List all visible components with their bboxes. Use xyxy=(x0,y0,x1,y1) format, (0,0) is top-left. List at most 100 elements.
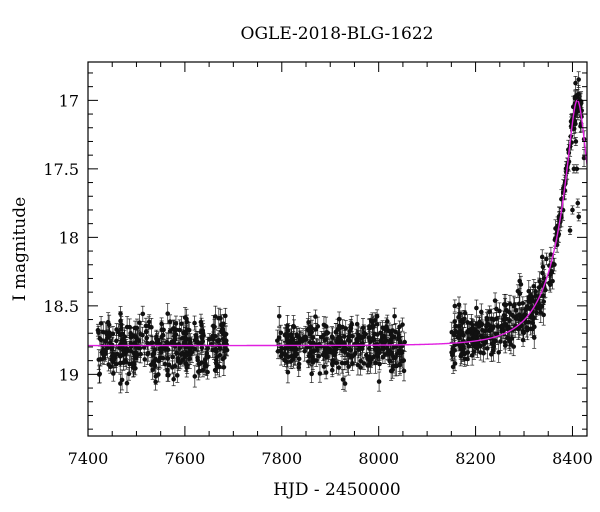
data-point xyxy=(396,335,402,340)
data-point xyxy=(171,325,177,331)
data-point xyxy=(528,293,533,298)
data-point xyxy=(282,350,287,356)
data-point xyxy=(285,369,291,375)
data-point xyxy=(213,314,218,319)
data-point xyxy=(222,348,227,353)
data-point xyxy=(160,355,166,361)
data-point xyxy=(118,326,124,332)
data-point xyxy=(199,345,205,351)
data-point xyxy=(538,310,544,315)
data-point xyxy=(177,327,182,333)
data-point xyxy=(372,317,378,323)
data-point xyxy=(97,371,103,377)
data-point xyxy=(173,332,179,337)
data-point xyxy=(105,319,111,325)
data-point xyxy=(462,310,468,316)
data-point xyxy=(533,289,538,294)
data-point xyxy=(487,309,492,315)
data-point xyxy=(518,317,523,322)
data-point xyxy=(166,362,172,368)
data-point xyxy=(455,334,461,340)
data-point xyxy=(397,362,403,368)
data-point xyxy=(177,346,182,351)
data-point xyxy=(501,322,507,328)
data-point xyxy=(576,214,582,220)
data-point xyxy=(350,333,355,339)
data-point xyxy=(150,351,156,357)
data-point xyxy=(334,340,340,345)
data-point xyxy=(127,361,132,367)
data-point xyxy=(137,345,143,351)
data-point xyxy=(502,343,508,348)
data-point xyxy=(173,321,179,326)
data-point xyxy=(399,349,405,354)
data-point xyxy=(375,346,381,351)
data-point xyxy=(183,361,188,366)
data-point xyxy=(359,346,365,352)
data-point xyxy=(543,287,548,293)
data-point xyxy=(154,334,159,339)
data-point xyxy=(198,340,204,346)
data-point xyxy=(175,373,180,378)
data-point xyxy=(452,303,458,309)
data-point xyxy=(371,354,377,360)
data-point xyxy=(484,323,489,329)
data-point xyxy=(382,327,388,333)
data-point xyxy=(165,368,170,374)
data-point xyxy=(380,345,386,351)
data-point xyxy=(485,346,490,351)
data-point xyxy=(174,350,179,356)
data-point xyxy=(342,349,348,355)
data-point xyxy=(538,283,544,288)
data-point xyxy=(465,320,470,325)
data-point xyxy=(128,340,134,346)
data-point xyxy=(317,371,323,376)
data-point xyxy=(374,321,380,327)
y-tick-label: 18 xyxy=(59,228,79,247)
data-point xyxy=(171,376,176,382)
data-point xyxy=(118,322,124,327)
data-point xyxy=(180,357,186,363)
data-point xyxy=(313,358,319,363)
data-point xyxy=(134,350,139,356)
data-point xyxy=(391,345,396,350)
data-point xyxy=(524,325,530,331)
data-point xyxy=(355,337,360,343)
data-point xyxy=(120,331,125,337)
data-point xyxy=(537,278,542,284)
y-tick-label: 19 xyxy=(59,365,79,384)
data-point xyxy=(348,347,353,353)
data-point xyxy=(367,324,372,329)
data-point xyxy=(119,377,125,383)
data-point xyxy=(500,328,506,333)
data-point xyxy=(491,348,496,354)
data-point xyxy=(329,367,335,373)
data-point xyxy=(363,332,368,337)
data-point xyxy=(544,256,549,262)
data-point xyxy=(149,324,154,330)
data-point xyxy=(541,299,547,304)
data-point xyxy=(154,338,160,343)
data-point xyxy=(496,350,502,355)
data-points xyxy=(95,77,587,386)
data-point xyxy=(450,350,455,355)
data-point xyxy=(337,325,343,331)
data-point xyxy=(109,346,115,352)
data-point xyxy=(333,329,339,335)
data-point xyxy=(305,326,311,332)
data-point xyxy=(572,95,578,101)
data-point xyxy=(98,321,104,326)
data-point xyxy=(121,348,126,354)
data-point xyxy=(326,350,331,355)
data-point xyxy=(177,360,183,366)
data-point xyxy=(117,360,123,366)
data-point xyxy=(450,364,456,370)
data-point xyxy=(489,341,495,347)
data-point xyxy=(534,310,539,316)
data-point xyxy=(356,332,361,337)
data-point xyxy=(145,340,150,346)
data-point xyxy=(492,298,498,303)
data-point xyxy=(187,356,192,362)
data-point xyxy=(330,361,335,366)
